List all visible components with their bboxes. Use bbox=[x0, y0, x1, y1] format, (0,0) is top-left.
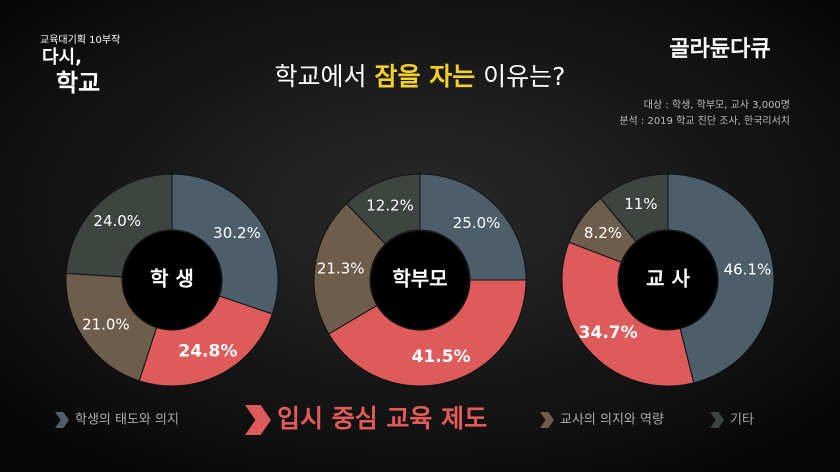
donut-segment bbox=[599, 173, 669, 243]
title-highlight: 잠을 자는 bbox=[375, 62, 476, 91]
center-label: 학 생 bbox=[150, 267, 194, 291]
value-label: 21.0% bbox=[82, 315, 130, 333]
value-label: 25.0% bbox=[453, 214, 501, 232]
chart-title: 학교에서 잠을 자는 이유는? bbox=[275, 62, 566, 91]
legend-label: 기타 bbox=[730, 413, 754, 428]
legend-marker bbox=[245, 405, 271, 435]
center-label: 학부모 bbox=[392, 267, 447, 291]
value-label: 21.3% bbox=[317, 260, 365, 278]
legend-marker bbox=[710, 412, 724, 428]
source-note: 대상 : 학생, 학부모, 교사 3,000명 bbox=[644, 99, 790, 111]
logo-line: 다시, bbox=[42, 47, 82, 68]
donut-segment bbox=[345, 173, 421, 245]
legend-marker bbox=[55, 412, 69, 428]
donut-hole bbox=[371, 231, 469, 329]
donut-segment bbox=[328, 279, 527, 387]
program-label: 교육대기획 10부작 bbox=[40, 34, 120, 46]
donut-segment bbox=[171, 173, 279, 315]
value-label: 30.2% bbox=[213, 224, 261, 242]
center-label: 교 사 bbox=[646, 267, 690, 291]
donut-segment bbox=[419, 173, 527, 281]
title-part: 이유는? bbox=[475, 62, 565, 91]
brand: 골라듄다큐 bbox=[669, 37, 770, 62]
legend-label: 학생의 태도와 의지 bbox=[75, 413, 179, 428]
donut-hole bbox=[123, 231, 221, 329]
value-label: 8.2% bbox=[584, 224, 622, 242]
donut-segment bbox=[667, 173, 775, 384]
logo-line: 학교 bbox=[56, 69, 100, 97]
legend-label: 입시 중심 교육 제도 bbox=[277, 404, 487, 433]
value-label: 46.1% bbox=[724, 261, 772, 279]
value-label: 24.0% bbox=[93, 212, 141, 230]
donut-segment bbox=[65, 173, 173, 278]
value-label: 41.5% bbox=[412, 347, 471, 367]
donut-hole bbox=[619, 231, 717, 329]
source-note: 분석 : 2019 학교 진단 조사, 한국리서치 bbox=[619, 115, 790, 127]
value-label: 34.7% bbox=[579, 323, 638, 343]
donut-segment bbox=[65, 272, 158, 382]
value-label: 24.8% bbox=[178, 342, 237, 362]
legend-marker bbox=[540, 412, 554, 428]
donut-segment bbox=[313, 202, 387, 335]
legend-label: 교사의 의지와 역량 bbox=[560, 413, 664, 428]
title-part: 학교에서 bbox=[275, 62, 375, 91]
donut-segment bbox=[561, 241, 695, 387]
donut-segment bbox=[138, 295, 274, 387]
value-label: 12.2% bbox=[366, 196, 414, 214]
value-label: 11% bbox=[624, 195, 657, 213]
